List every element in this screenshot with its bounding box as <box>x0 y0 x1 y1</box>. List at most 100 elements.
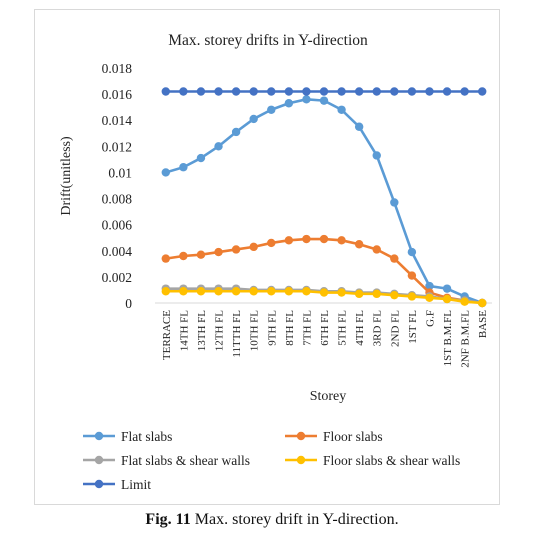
data-point <box>478 87 487 96</box>
x-tick-label: 8TH FL <box>284 310 296 346</box>
x-tick-label: TERRACE <box>161 310 173 360</box>
data-point <box>425 87 434 96</box>
y-tick-label: 0.004 <box>102 244 133 259</box>
x-tick-label: 14TH FL <box>178 310 190 352</box>
data-point <box>390 87 399 96</box>
data-point <box>161 168 170 177</box>
data-point <box>354 122 364 131</box>
y-tick-label: 0.016 <box>102 87 133 102</box>
data-point <box>460 87 469 96</box>
data-point <box>196 87 206 96</box>
x-tick-label: 13TH FL <box>196 310 208 352</box>
data-point <box>302 87 311 96</box>
data-point <box>337 288 346 297</box>
data-point <box>319 234 329 244</box>
data-point <box>267 287 276 296</box>
data-point <box>425 281 434 291</box>
data-point <box>337 105 346 114</box>
x-tick-label: 4TH FL <box>354 310 366 346</box>
data-point <box>179 163 188 172</box>
data-point <box>284 287 294 296</box>
data-point <box>442 284 452 293</box>
legend-item: Flat slabs <box>83 429 172 444</box>
data-point <box>179 287 188 296</box>
data-point <box>442 294 452 304</box>
data-point <box>354 87 364 96</box>
legend-label: Floor slabs & shear walls <box>323 453 460 468</box>
legend-label: Floor slabs <box>323 429 383 444</box>
data-point <box>390 198 399 207</box>
legend-marker <box>94 455 104 465</box>
x-tick-labels: TERRACE 14TH FL 13TH FL 12TH FL 11TTH FL 10TH… <box>161 310 489 368</box>
data-point <box>214 247 223 257</box>
data-point <box>196 153 206 163</box>
data-point <box>214 142 223 151</box>
data-point <box>302 95 311 104</box>
series-layer <box>161 87 487 308</box>
y-tick-label: 0.002 <box>102 270 132 285</box>
legend-label: Flat slabs & shear walls <box>121 453 250 468</box>
data-point <box>196 287 206 296</box>
data-point <box>249 287 258 296</box>
data-point <box>425 293 434 302</box>
data-point <box>249 242 258 252</box>
data-point <box>267 238 276 248</box>
data-point <box>354 240 364 249</box>
data-point <box>161 254 170 263</box>
data-point <box>231 87 241 96</box>
y-tick-label: 0.018 <box>102 61 133 76</box>
legend-marker <box>296 455 306 465</box>
data-point <box>302 287 311 296</box>
figure-caption: Fig. 11 Max. storey drift in Y-direction… <box>0 511 544 529</box>
data-point <box>407 247 417 257</box>
legend-marker <box>94 431 104 441</box>
data-point <box>460 297 469 306</box>
data-point <box>214 287 223 296</box>
data-point <box>267 105 276 114</box>
data-point <box>372 245 381 254</box>
series-flat-slabs <box>161 95 487 308</box>
legend-label: Flat slabs <box>121 429 172 444</box>
x-tick-label: 1ST FL <box>407 310 419 344</box>
data-point <box>161 87 170 96</box>
data-point <box>354 289 364 299</box>
legend-marker <box>296 431 306 441</box>
y-tick-label: 0.006 <box>102 218 133 233</box>
legend: Flat slabs Floor slabs Flat slabs & shear … <box>83 429 460 492</box>
x-tick-label: 2NF B.M.FL <box>460 310 472 368</box>
caption-text: Max. storey drift in Y-direction. <box>190 511 399 528</box>
legend-marker <box>94 479 104 489</box>
chart-title: Max. storey drifts in Y-direction <box>168 32 368 49</box>
data-point <box>231 287 241 296</box>
series-limit <box>161 87 487 96</box>
x-tick-label: 10TH FL <box>249 310 261 352</box>
chart-frame: Max. storey drifts in Y-direction 0 0.002… <box>34 9 500 505</box>
x-tick-label: BASE <box>477 310 489 338</box>
data-point <box>284 99 294 108</box>
data-point <box>267 87 276 96</box>
data-point <box>337 236 346 245</box>
y-axis-label: Drift(unitless) <box>59 136 74 216</box>
x-tick-label: 7TH FL <box>301 310 313 346</box>
data-point <box>478 298 487 308</box>
data-point <box>372 151 381 160</box>
x-tick-label: G.F <box>424 310 436 327</box>
x-axis-label: Storey <box>310 389 347 404</box>
x-tick-label: 6TH FL <box>319 310 331 346</box>
data-point <box>319 87 329 96</box>
x-tick-label: 9TH FL <box>266 310 278 346</box>
y-tick-labels: 0 0.002 0.004 0.006 0.008 0.01 0.012 0.014 0.016… <box>102 61 133 311</box>
legend-label: Limit <box>121 477 151 492</box>
data-point <box>390 290 399 300</box>
x-tick-label: 2ND FL <box>389 310 401 347</box>
data-point <box>214 87 223 96</box>
legend-item: Limit <box>83 477 151 492</box>
y-tick-label: 0.008 <box>102 192 133 207</box>
data-point <box>302 234 311 244</box>
x-tick-label: 1ST B.M.FL <box>442 310 454 367</box>
data-point <box>196 250 206 259</box>
data-point <box>319 288 329 297</box>
data-point <box>407 87 417 96</box>
caption-label: Fig. 11 <box>145 511 191 528</box>
x-tick-label: 3RD FL <box>372 310 384 347</box>
